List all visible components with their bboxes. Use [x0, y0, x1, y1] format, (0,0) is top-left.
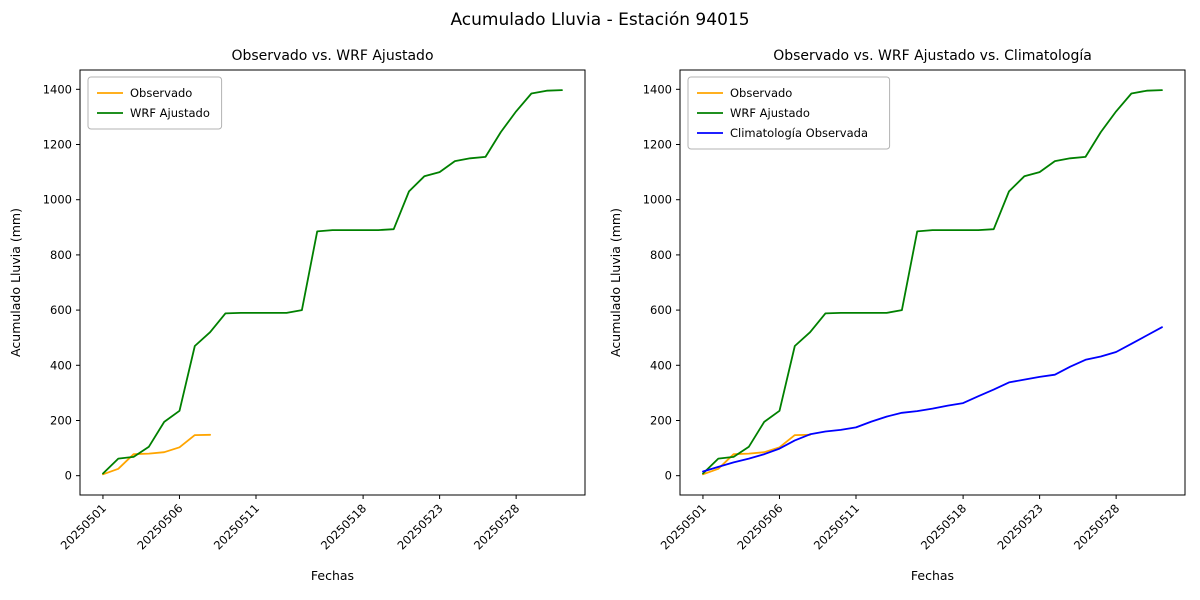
- y-tick-label: 1200: [643, 138, 672, 152]
- x-tick-label: 20250528: [1071, 501, 1122, 552]
- y-tick-label: 200: [50, 413, 72, 427]
- x-axis-label: Fechas: [311, 568, 354, 583]
- x-tick-label: 20250523: [994, 501, 1045, 552]
- plot-frame: [79, 69, 586, 496]
- x-tick-label: 20250506: [134, 501, 185, 552]
- chart-observado-vs-wrf-vs-climatologia: Observado vs. WRF Ajustado vs. Climatolo…: [608, 48, 1186, 583]
- y-tick-label: 0: [65, 469, 72, 483]
- x-tick-label: 20250528: [471, 501, 522, 552]
- legend-label: Observado: [130, 86, 192, 100]
- x-tick-label: 20250501: [58, 501, 109, 552]
- figure-title: Acumulado Lluvia - Estación 94015: [450, 10, 750, 30]
- legend-label: Climatología Observada: [730, 126, 868, 140]
- axes-title: Observado vs. WRF Ajustado vs. Climatolo…: [773, 48, 1092, 64]
- legend-label: Observado: [730, 86, 792, 100]
- y-tick-label: 1200: [43, 138, 72, 152]
- y-axis-label: Acumulado Lluvia (mm): [8, 208, 23, 357]
- y-tick-label: 800: [650, 248, 672, 262]
- y-tick-label: 400: [50, 358, 72, 372]
- x-tick-label: 20250506: [734, 501, 785, 552]
- y-tick-label: 1400: [643, 82, 672, 96]
- y-tick-label: 1000: [43, 193, 72, 207]
- series-line-climatolog-a-observada: [702, 326, 1163, 473]
- y-tick-label: 1000: [643, 193, 672, 207]
- y-tick-label: 800: [50, 248, 72, 262]
- x-tick-label: 20250501: [658, 501, 709, 552]
- legend-box: [687, 76, 891, 150]
- y-tick-label: 400: [650, 358, 672, 372]
- y-axis-label: Acumulado Lluvia (mm): [608, 208, 623, 357]
- series-line-observado: [102, 433, 212, 476]
- x-tick-label: 20250511: [811, 501, 862, 552]
- series-line-wrf-ajustado: [702, 89, 1163, 475]
- y-tick-label: 1400: [43, 82, 72, 96]
- axes-title: Observado vs. WRF Ajustado: [231, 48, 433, 64]
- legend-label: WRF Ajustado: [130, 106, 210, 120]
- x-tick-label: 20250518: [918, 501, 969, 552]
- chart-observado-vs-wrf: Observado vs. WRF Ajustado 0 200 400 600 800 1…: [8, 48, 586, 583]
- x-tick-label: 20250511: [211, 501, 262, 552]
- legend-box: [87, 76, 223, 130]
- y-tick-label: 200: [650, 413, 672, 427]
- x-tick-label: 20250518: [318, 501, 369, 552]
- x-tick-label: 20250523: [394, 501, 445, 552]
- y-tick-label: 600: [50, 303, 72, 317]
- plot-frame: [679, 69, 1186, 496]
- y-tick-label: 600: [650, 303, 672, 317]
- y-tick-label: 0: [665, 469, 672, 483]
- x-axis-label: Fechas: [911, 568, 954, 583]
- legend-label: WRF Ajustado: [730, 106, 810, 120]
- series-line-wrf-ajustado: [102, 89, 563, 475]
